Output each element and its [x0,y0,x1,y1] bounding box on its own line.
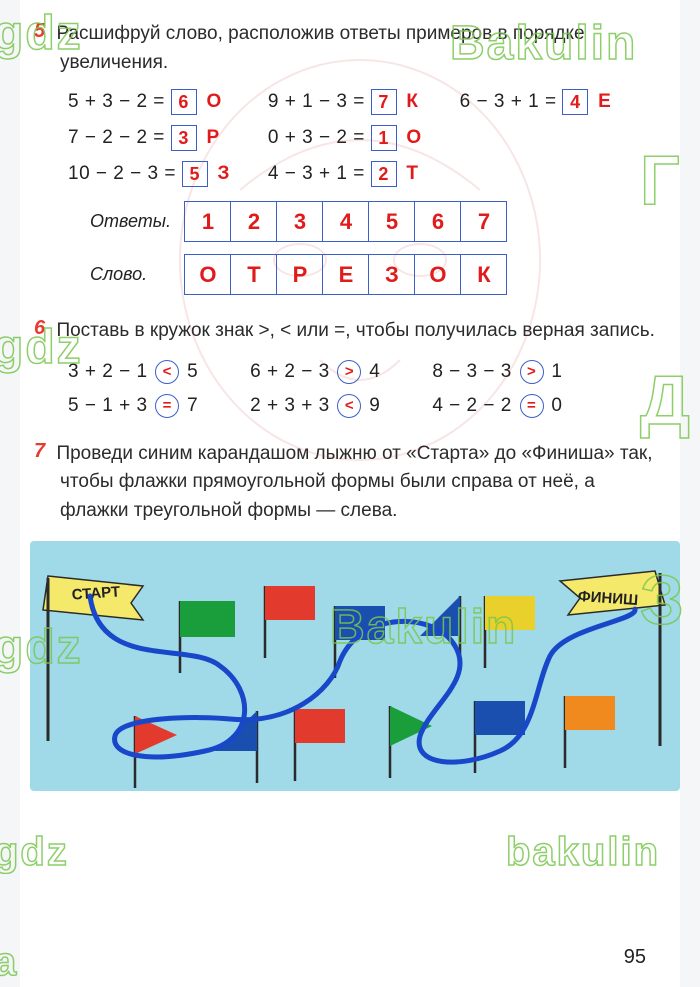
sign-circle: > [337,360,361,384]
answer-letter: К [401,91,419,112]
answer-box: 1 [371,125,397,151]
svg-text:СТАРТ: СТАРТ [71,583,121,603]
word-cell: Р [277,255,323,295]
equation-line: 6 − 3 + 1 = 4 Е [460,89,612,115]
comparison-line: 5 − 1 + 3 = 7 [68,394,198,418]
word-cell: З [369,255,415,295]
problem-7: 7 Проведи синим карандашом лыжню от «Ста… [60,440,660,792]
rect-flag [565,696,615,768]
sign-circle: < [155,360,179,384]
answers-label: Ответы. [90,211,180,232]
equation-line: 5 + 3 − 2 = 6 О [68,89,230,115]
comparison-line: 6 + 2 − 3 > 4 [250,360,380,384]
problem-6-number: 6 [34,317,52,340]
answer-box: 3 [171,125,197,151]
equation-line: 10 − 2 − 3 = 5 З [68,161,230,187]
answer-box: 7 [371,89,397,115]
sign-circle: = [520,394,544,418]
answers-block: Ответы. 1234567 Слово. ОТРЕЗОК [90,201,660,295]
rect-flag [180,601,235,673]
word-cell: О [185,255,231,295]
word-cell: Т [231,255,277,295]
answers-cell: 2 [231,202,277,242]
answers-cell: 4 [323,202,369,242]
problem-7-text: Проведи синим карандашом лыжню от «Старт… [56,443,652,521]
comparison-grid: 3 + 2 − 1 < 5 5 − 1 + 3 = 7 6 + 2 − 3 > 4 2… [68,360,660,418]
problem-5: 5 Расшифруй слово, расположив ответы при… [60,20,660,295]
problem-6-text: Поставь в кружок знак >, < или =, чтобы … [56,320,654,341]
word-label: Слово. [90,264,180,285]
equation-line: 4 − 3 + 1 = 2 Т [268,161,422,187]
answers-cell: 3 [277,202,323,242]
rect-flag [295,709,345,781]
answers-cell: 1 [185,202,231,242]
answer-letter: Е [592,91,611,112]
answer-letter: Т [401,163,419,184]
answers-table: 1234567 [184,201,507,242]
answers-cell: 7 [461,202,507,242]
equation-line: 7 − 2 − 2 = 3 Р [68,125,230,151]
equation-line: 0 + 3 − 2 = 1 О [268,125,422,151]
problem-7-number: 7 [34,440,52,463]
tri-flag [135,716,177,788]
tri-flag [390,706,432,778]
problem-5-number: 5 [34,20,52,43]
problem-6: 6 Поставь в кружок знак >, < или =, чтоб… [60,317,660,418]
equations-grid: 5 + 3 − 2 = 6 О 7 − 2 − 2 = 3 Р 10 − 2 − 3… [68,89,660,187]
word-table: ОТРЕЗОК [184,254,507,295]
answer-letter: О [401,127,422,148]
answer-box: 6 [171,89,197,115]
page-number: 95 [624,946,646,969]
answers-cell: 6 [415,202,461,242]
word-cell: К [461,255,507,295]
answer-box: 4 [562,89,588,115]
rect-flag [335,606,385,678]
sign-circle: < [337,394,361,418]
comparison-line: 2 + 3 + 3 < 9 [250,394,380,418]
answer-letter: Р [201,127,220,148]
word-cell: О [415,255,461,295]
sign-circle: > [520,360,544,384]
equation-line: 9 + 1 − 3 = 7 К [268,89,422,115]
rect-flag [265,586,315,658]
answer-box: 2 [371,161,397,187]
comparison-line: 8 − 3 − 3 > 1 [432,360,562,384]
answer-letter: З [212,163,230,184]
rect-flag [485,596,535,668]
answers-cell: 5 [369,202,415,242]
sign-circle: = [155,394,179,418]
answer-box: 5 [182,161,208,187]
comparison-line: 4 − 2 − 2 = 0 [432,394,562,418]
answer-letter: О [201,91,222,112]
comparison-line: 3 + 2 − 1 < 5 [68,360,198,384]
flag-diagram: СТАРТФИНИШ [30,541,680,791]
word-cell: Е [323,255,369,295]
problem-5-text: Расшифруй слово, расположив ответы приме… [56,23,584,73]
